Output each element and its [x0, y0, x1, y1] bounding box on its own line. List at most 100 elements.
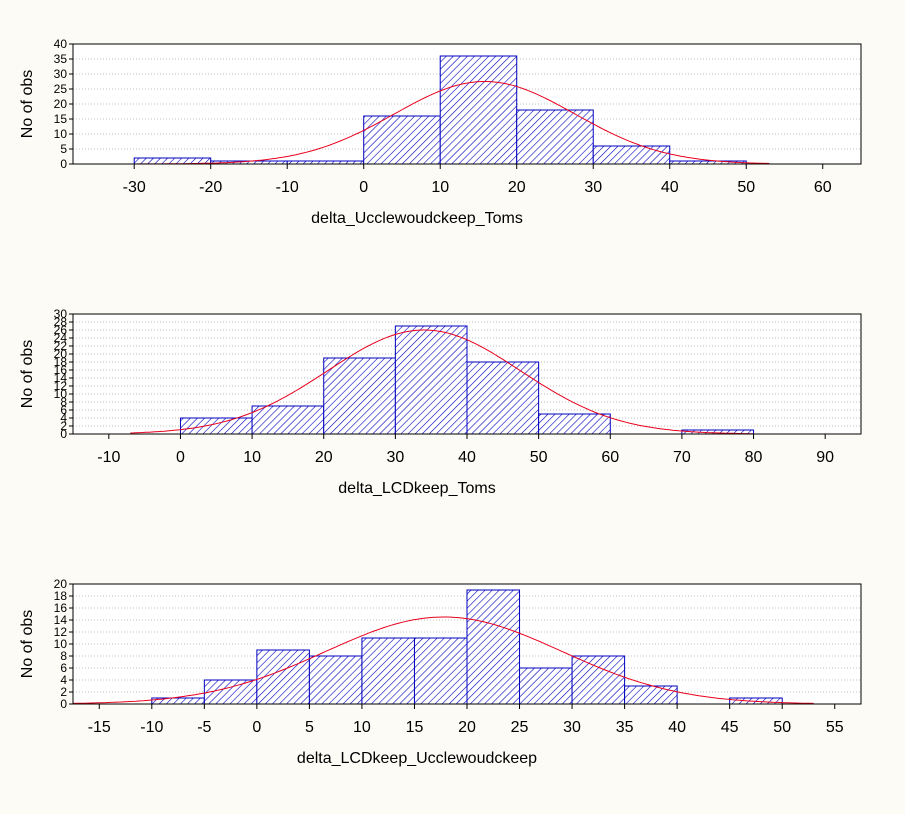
- x-tick-label: 90: [816, 449, 834, 466]
- histogram-bar: [361, 637, 415, 705]
- y-tick-label: 18: [54, 589, 68, 603]
- y-tick-label: 20: [54, 97, 68, 111]
- x-tick-label: 50: [530, 449, 548, 466]
- x-tick-label: 50: [737, 179, 755, 196]
- histogram-bar: [323, 357, 396, 435]
- y-tick-label: 8: [60, 395, 67, 409]
- x-tick-label: -5: [197, 719, 211, 736]
- y-tick-label: 10: [54, 127, 68, 141]
- y-tick-label: 24: [54, 331, 68, 345]
- y-tick-label: 28: [54, 315, 68, 329]
- y-tick-label: 0: [60, 157, 67, 171]
- histogram-bar: [624, 685, 678, 705]
- y-tick-label: 0: [60, 427, 67, 441]
- y-tick-label: 26: [54, 323, 68, 337]
- x-tick-label: 5: [305, 719, 314, 736]
- x-tick-label: 40: [668, 719, 686, 736]
- histogram-bar: [394, 325, 468, 435]
- histogram-bar: [592, 145, 671, 165]
- x-tick-label: 0: [359, 179, 368, 196]
- y-tick-label: 18: [54, 355, 68, 369]
- y-tick-label: 14: [54, 371, 68, 385]
- y-tick-label: 16: [54, 363, 68, 377]
- x-tick-label: 10: [243, 449, 261, 466]
- y-tick-label: 30: [54, 67, 68, 81]
- histogram-bar: [466, 361, 540, 435]
- x-tick-label: 80: [745, 449, 763, 466]
- y-tick-label: 2: [60, 419, 67, 433]
- x-tick-label: 30: [386, 449, 404, 466]
- y-tick-label: 6: [60, 661, 67, 675]
- y-axis-label: No of obs: [19, 340, 36, 408]
- y-tick-label: 16: [54, 601, 68, 615]
- y-tick-label: 2: [60, 685, 67, 699]
- x-tick-label: 20: [508, 179, 526, 196]
- y-tick-label: 10: [54, 637, 68, 651]
- y-tick-label: 14: [54, 613, 68, 627]
- histogram-bar: [571, 655, 626, 705]
- y-tick-label: 40: [54, 37, 68, 51]
- y-tick-label: 20: [54, 577, 68, 591]
- x-tick-label: 20: [458, 719, 476, 736]
- x-tick-label: 25: [511, 719, 529, 736]
- y-tick-label: 12: [54, 379, 68, 393]
- x-tick-label: 60: [814, 179, 832, 196]
- x-tick-label: 15: [406, 719, 424, 736]
- normal-fit-curve: [130, 329, 754, 435]
- x-tick-label: 10: [431, 179, 449, 196]
- x-axis-label: delta_LCDkeep_Ucclewoudckeep: [297, 750, 537, 767]
- histogram-bar: [308, 655, 363, 705]
- x-tick-label: -15: [88, 719, 111, 736]
- x-axis-label: delta_LCDkeep_Toms: [338, 480, 495, 497]
- y-axis-label: No of obs: [19, 610, 36, 678]
- y-tick-label: 30: [54, 307, 68, 321]
- y-tick-label: 4: [60, 411, 67, 425]
- y-tick-label: 5: [60, 142, 67, 156]
- x-tick-label: -10: [276, 179, 299, 196]
- y-tick-label: 12: [54, 625, 68, 639]
- histogram-bar: [538, 413, 611, 435]
- x-tick-label: 40: [458, 449, 476, 466]
- normal-fit-curve: [72, 616, 814, 704]
- x-tick-label: 30: [563, 719, 581, 736]
- histogram-bar: [466, 589, 521, 705]
- x-tick-label: 10: [353, 719, 371, 736]
- histogram-bar: [203, 679, 258, 705]
- x-tick-label: 50: [773, 719, 791, 736]
- histogram-bar: [413, 637, 468, 705]
- histogram-bar: [179, 417, 253, 435]
- x-tick-label: -10: [140, 719, 163, 736]
- y-tick-label: 10: [54, 387, 68, 401]
- normal-fit-curve: [88, 81, 770, 165]
- x-tick-label: 0: [176, 449, 185, 466]
- x-axis-label: delta_Ucclewoudckeep_Toms: [311, 210, 523, 227]
- y-tick-label: 25: [54, 82, 68, 96]
- x-tick-label: 45: [721, 719, 739, 736]
- x-tick-label: 55: [826, 719, 844, 736]
- x-tick-label: 40: [661, 179, 679, 196]
- y-tick-label: 6: [60, 403, 67, 417]
- x-tick-label: 30: [584, 179, 602, 196]
- histogram-bar: [256, 649, 310, 705]
- x-tick-label: -30: [123, 179, 146, 196]
- y-tick-label: 15: [54, 112, 68, 126]
- histogram-bar: [439, 55, 518, 165]
- x-tick-label: 70: [673, 449, 691, 466]
- y-tick-label: 20: [54, 347, 68, 361]
- y-tick-label: 22: [54, 339, 68, 353]
- y-tick-label: 0: [60, 697, 67, 711]
- x-tick-label: 0: [252, 719, 261, 736]
- histogram-bar: [519, 667, 573, 705]
- y-axis-label: No of obs: [19, 70, 36, 138]
- x-tick-label: 20: [315, 449, 333, 466]
- histogram-bar: [516, 109, 594, 165]
- x-tick-label: 60: [601, 449, 619, 466]
- x-tick-label: -10: [97, 449, 120, 466]
- y-tick-label: 35: [54, 52, 68, 66]
- x-tick-label: -20: [199, 179, 222, 196]
- x-tick-label: 35: [616, 719, 634, 736]
